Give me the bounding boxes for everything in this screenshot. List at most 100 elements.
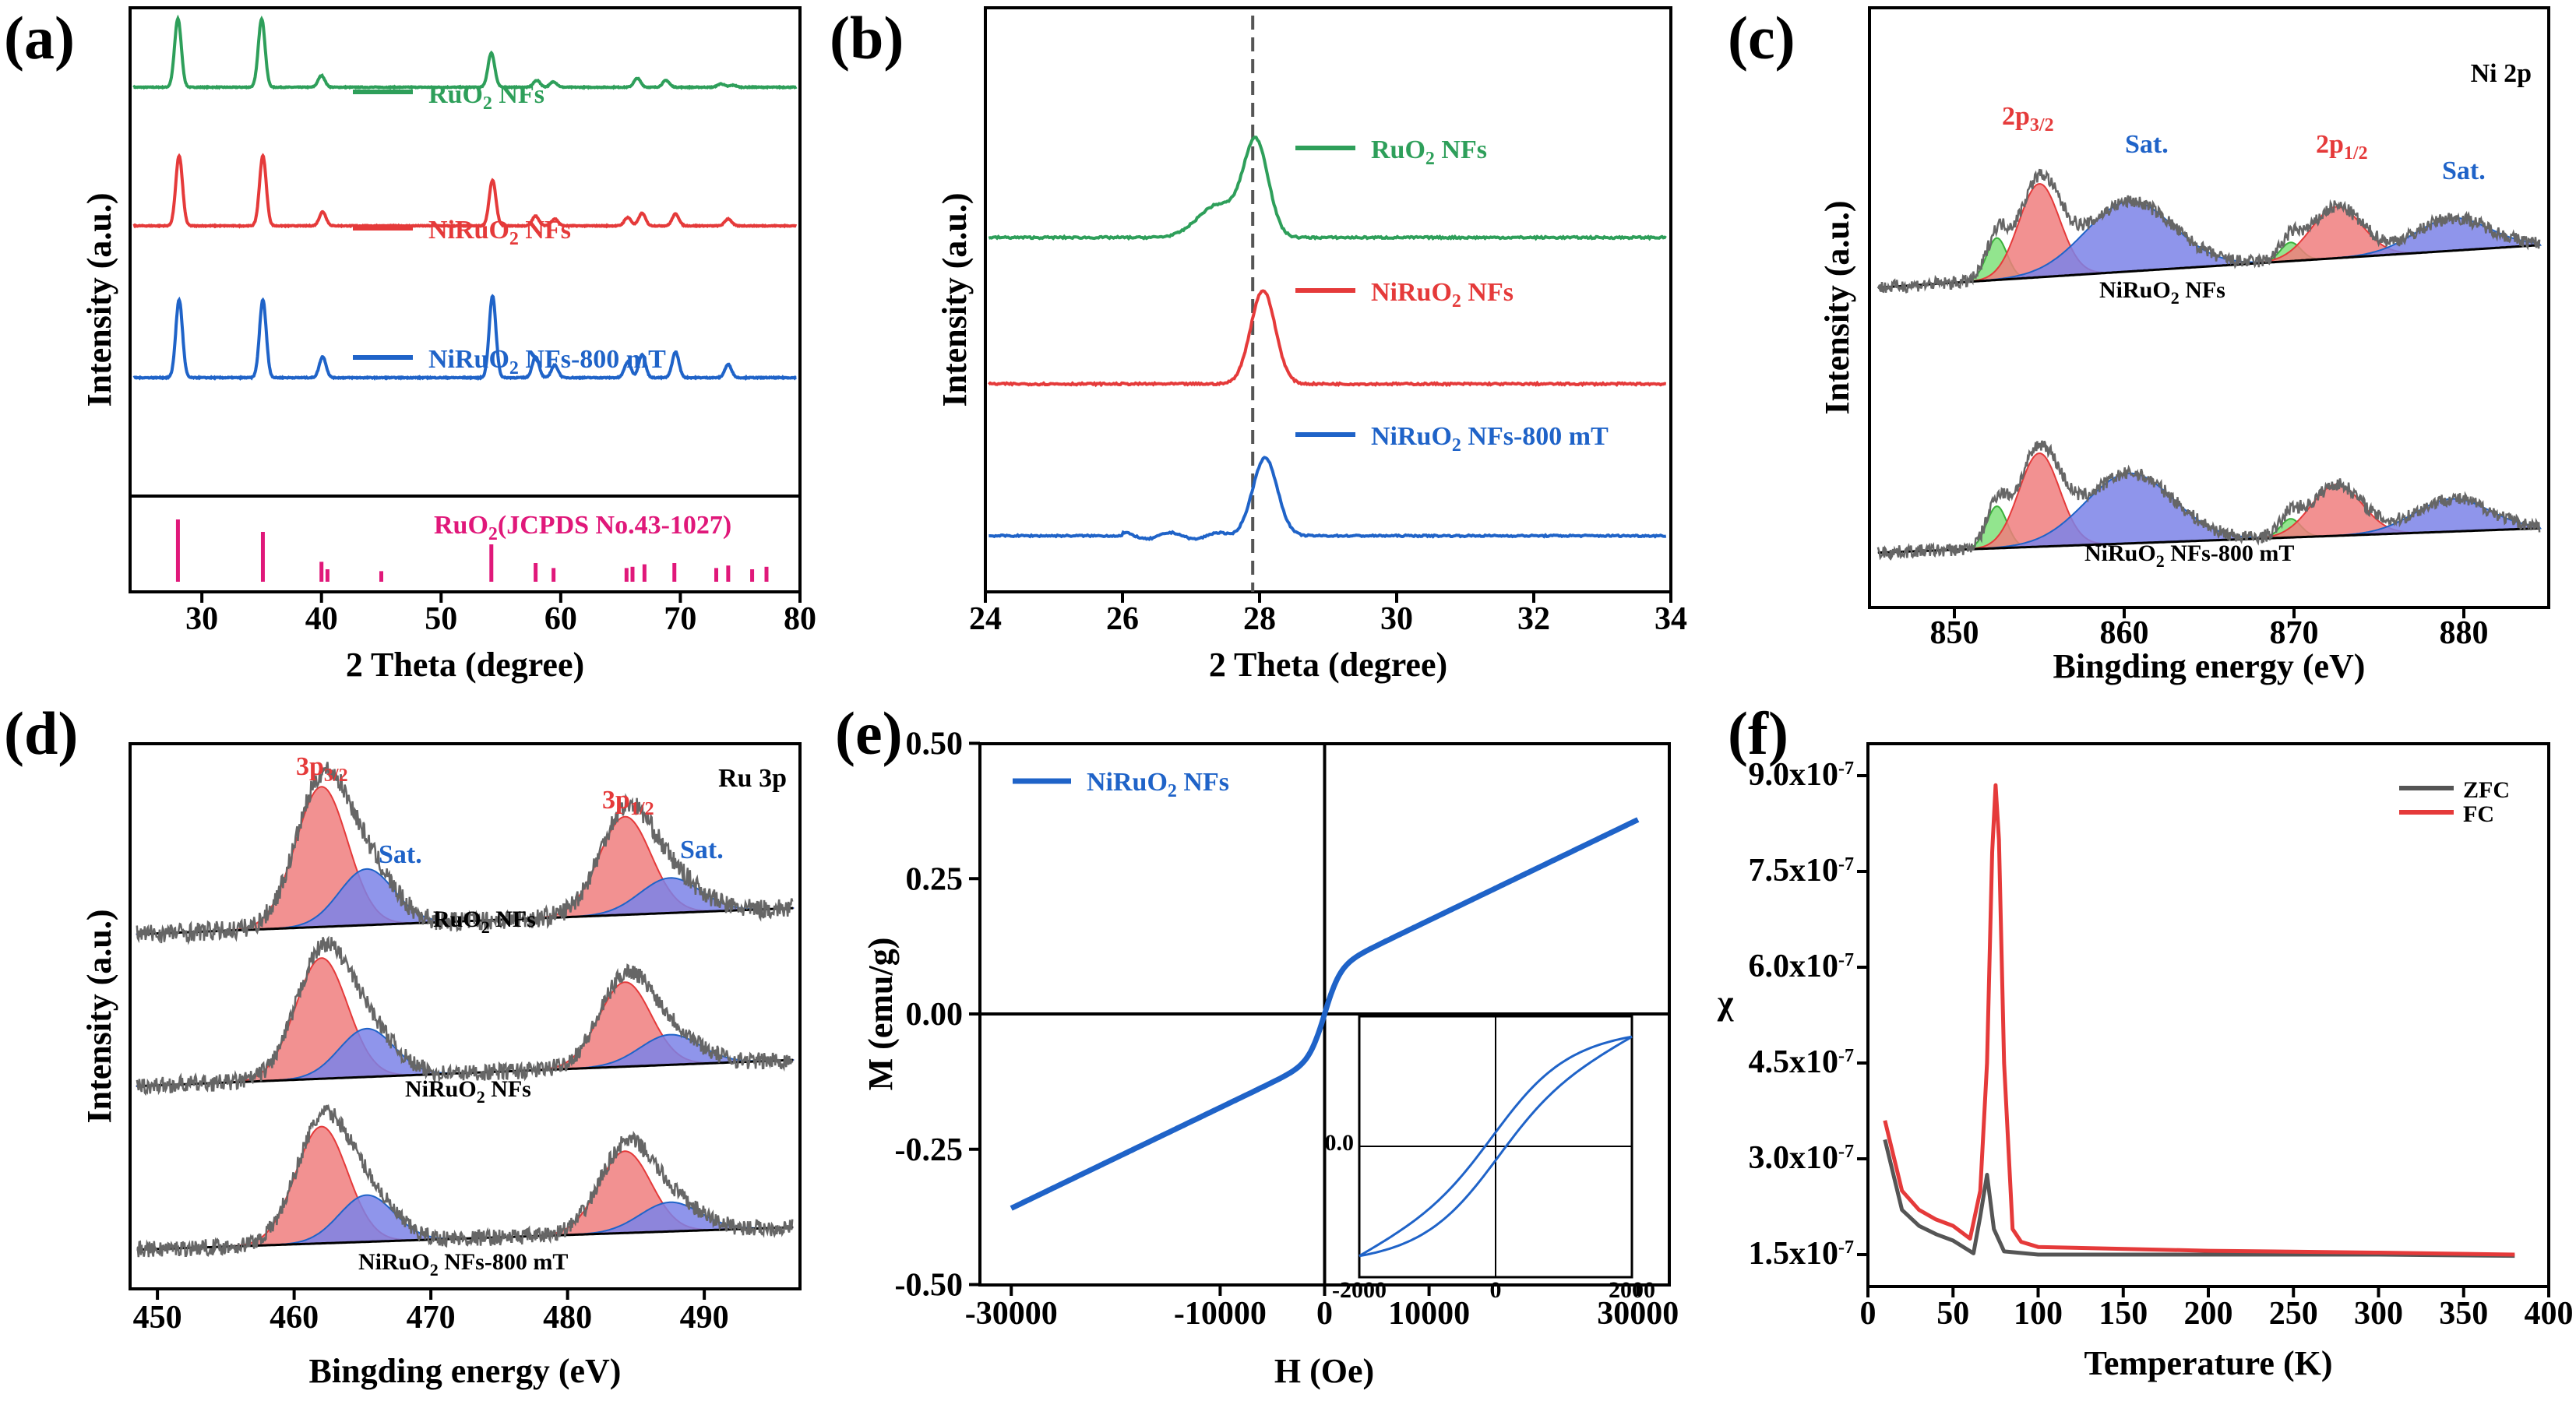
c-x-tick-label-2: 870 [2270,615,2319,651]
panel-e-series [1010,817,1640,1211]
reference-label: RuO2(JCPDS No.43-1027) [434,511,731,544]
panel-b: (b) 24 26 28 30 32 34 2 Theta (degree) Intens… [830,4,1687,684]
panel-f-y-label: χ [1717,984,1734,1022]
panel-f: (f) 0 50 100 150 200 250 300 350 400 1.5x10-7 3.0x… [1717,699,2574,1382]
panel-a-tag: (a) [4,4,75,72]
panel-b-x-ticks: 24 26 28 30 32 34 [969,592,1687,637]
b-series-line-1 [987,289,1667,388]
f-x-tick-label-0: 0 [1860,1296,1876,1332]
b-x-tick-label-2: 28 [1243,601,1276,637]
e-y-tick-label-2: 0.00 [906,997,964,1033]
d-x-tick-label-4: 490 [680,1300,729,1336]
panel-e-tag: (e) [835,699,903,767]
panel-c: (c) 850 860 870 880 Ni 2p 2p3/2 Sat. 2p1/2 … [1728,4,2550,685]
e-inset-x-tick-label-2: 2000 [1609,1277,1655,1303]
b-x-tick-label-0: 24 [969,601,1002,637]
d-ann-3p12: 3p1/2 [602,786,654,819]
b-legend-label-niruo2-800mt: NiRuO2 NFs-800 mT [1371,422,1609,456]
panel-d: (d) 450 460 470 480 490 Ru 3p 3p3/2 Sat. 3p1… [4,699,802,1390]
panel-c-x-label: Bingding energy (eV) [2053,647,2366,685]
panel-c-frame [1868,6,2550,609]
d-ann-sat-1: Sat. [379,840,422,869]
e-y-tick-label-4: -0.50 [895,1268,964,1304]
panel-a-y-label: Intensity (a.u.) [80,192,118,407]
legend-label-niruo2-800mt: NiRuO2 NFs-800 mT [428,345,666,378]
panel-a-series [132,14,798,382]
panel-e: (e) -30000 -10000 0 10000 300000.500.250.00-… [835,699,1679,1390]
d-ann-sat-2: Sat. [680,836,724,864]
c-ann-2p32: 2p3/2 [2002,102,2054,136]
panel-f-axes: 0 50 100 150 200 250 300 350 400 1.5x10-7 3.0x10-7… [1749,757,2574,1332]
e-inset-loop-up [1358,1035,1633,1258]
e-inset-x-tick-label-0: -2000 [1332,1277,1387,1303]
e-inset-y-tick-label: 0.0 [1325,1130,1355,1156]
f-series-line-zfc [1883,1139,2515,1258]
panel-b-x-label: 2 Theta (degree) [1209,646,1447,684]
panel-f-legend: ZFC FC [2399,777,2510,827]
legend-label-niruo2: NiRuO2 NFs [428,216,571,249]
d-sample-label-1: RuO2 NFs [433,906,536,937]
e-x-tick-label-0: -30000 [965,1296,1058,1332]
b-legend-label-niruo2: NiRuO2 NFs [1371,278,1514,312]
panel-a-x-ticks: 30 40 50 60 70 80 [185,592,816,637]
c-bottom-baseline [1877,527,2539,554]
d-3-raw-spectrum [136,1104,794,1258]
panel-b-frame [984,6,1672,593]
f-y-tick-label-0: 1.5x10-7 [1749,1236,1855,1272]
panel-e-inset: -2000 0 2000 0.0 [1325,1015,1655,1303]
panel-e-axes: -30000 -10000 0 10000 300000.500.250.00-0.25… [895,727,1679,1332]
panel-f-x-label: Temperature (K) [2084,1344,2333,1382]
panel-e-x-label: H (Oe) [1274,1352,1374,1390]
d-ann-3p32: 3p3/2 [296,752,348,786]
d-x-tick-label-0: 450 [133,1300,182,1336]
f-x-tick-label-6: 300 [2354,1296,2403,1332]
e-y-tick-label-0: 0.50 [906,727,964,762]
panel-e-y-label: M (emu/g) [862,938,900,1091]
panel-d-annotations: 3p3/2 Sat. 3p1/2 Sat. RuO2 NFs NiRuO2 NF… [296,752,724,1280]
c-x-tick-label-3: 880 [2440,615,2489,651]
c-ann-sat-2: Sat. [2442,157,2486,185]
f-series-line-fc [1883,783,2515,1257]
panel-b-tag: (b) [830,4,904,72]
f-legend-label-zfc: ZFC [2463,777,2510,803]
a-series-line-1 [132,153,798,229]
panel-d-title: Ru 3p [718,764,787,793]
panel-b-series [987,16,1667,592]
f-y-tick-label-1: 3.0x10-7 [1749,1140,1855,1176]
panel-c-y-label: Intensity (a.u.) [1818,200,1856,414]
f-x-tick-label-7: 350 [2439,1296,2488,1332]
a-x-tick-label-3: 60 [544,601,577,637]
b-x-tick-label-3: 30 [1380,601,1413,637]
f-y-tick-label-2: 4.5x10-7 [1749,1044,1855,1080]
d-x-tick-label-1: 460 [270,1300,319,1336]
e-mh-curve [1010,817,1640,1211]
a-series-line-0 [132,14,798,90]
panel-d-y-label: Intensity (a.u.) [80,909,118,1123]
b-legend-label-ruo2: RuO2 NFs [1371,136,1487,169]
e-x-tick-label-1: -10000 [1174,1296,1267,1332]
panel-b-legend: RuO2 NFs NiRuO2 NFs NiRuO2 NFs-800 mT [1295,136,1609,456]
e-inset-loop-down [1358,1035,1633,1258]
d-1-raw-spectrum [136,762,794,945]
c-x-tick-label-0: 850 [1930,615,1979,651]
panel-d-frame [129,742,802,1290]
b-x-tick-label-1: 26 [1106,601,1139,637]
f-legend-label-fc: FC [2463,801,2494,827]
panel-f-series [1883,783,2515,1258]
a-x-tick-label-0: 30 [185,601,218,637]
panel-c-tag: (c) [1728,4,1795,72]
c-ann-2p12: 2p1/2 [2316,130,2368,164]
a-series-line-2 [132,294,797,382]
e-inset-x-tick-label-1: 0 [1490,1277,1502,1303]
b-series-line-2 [988,456,1667,541]
d-sample-label-3: NiRuO2 NFs-800 mT [358,1249,568,1280]
panel-a-legend: RuO2 NFs NiRuO2 NFs NiRuO2 NFs-800 mT Ru… [353,80,731,544]
d-x-tick-label-3: 480 [543,1300,592,1336]
panel-c-annotations: 2p3/2 Sat. 2p1/2 Sat. NiRuO2 NFs NiRuO2 … [2002,102,2486,571]
legend-label-ruo2: RuO2 NFs [428,80,544,114]
panel-d-tag: (d) [4,699,78,767]
d-sample-label-2: NiRuO2 NFs [405,1076,531,1107]
e-y-tick-label-3: -0.25 [895,1132,964,1168]
panel-d-x-ticks: 450 460 470 480 490 [133,1289,729,1336]
a-x-tick-label-1: 40 [305,601,338,637]
